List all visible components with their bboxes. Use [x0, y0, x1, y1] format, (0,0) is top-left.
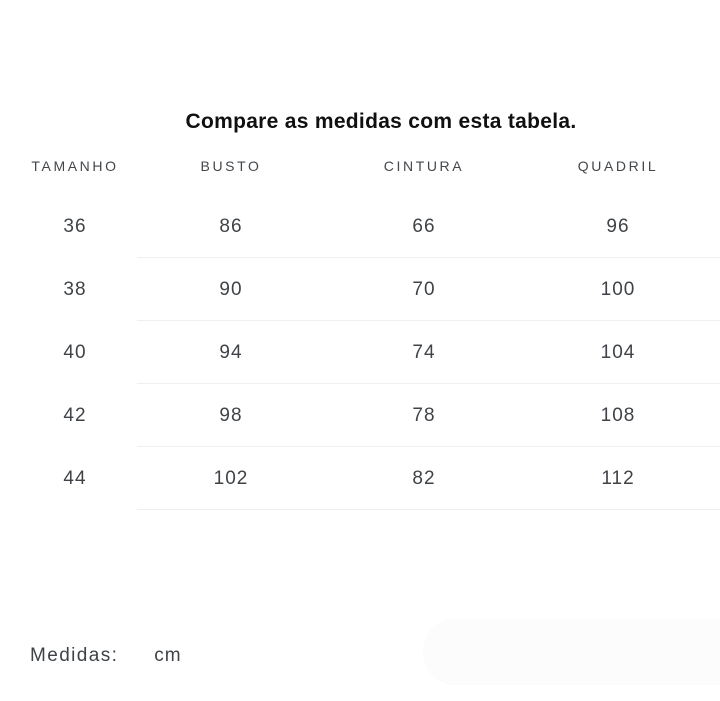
size-chart-header-row: TAMANHO BUSTO CINTURA QUADRIL	[0, 152, 720, 180]
cell-quadril: 104	[600, 341, 636, 363]
cell-tamanho: 38	[63, 278, 87, 300]
table-row: 36 86 66 96	[0, 195, 720, 258]
column-header-cintura: CINTURA	[383, 158, 465, 174]
cell-cintura: 66	[412, 215, 436, 237]
row-divider	[137, 383, 720, 384]
cell-quadril: 108	[600, 404, 636, 426]
cell-tamanho: 42	[63, 404, 87, 426]
cell-tamanho: 36	[63, 215, 87, 237]
cell-quadril: 100	[600, 278, 636, 300]
cell-busto: 98	[219, 404, 243, 426]
cell-busto: 90	[219, 278, 243, 300]
measurements-footer: Medidas: cm	[30, 645, 182, 667]
cell-tamanho: 44	[63, 467, 87, 489]
cell-cintura: 82	[412, 467, 436, 489]
row-divider	[137, 320, 720, 321]
cell-cintura: 78	[412, 404, 436, 426]
size-chart-title: Compare as medidas com esta tabela.	[185, 110, 577, 133]
measurements-unit: cm	[154, 645, 182, 666]
size-chart-rows: 36 86 66 96 38 90 70 100 40 94 74 104 42…	[0, 195, 720, 510]
row-divider	[137, 509, 720, 510]
column-header-busto: BUSTO	[200, 158, 262, 174]
table-row: 42 98 78 108	[0, 384, 720, 447]
cell-busto: 102	[213, 467, 249, 489]
measurements-label: Medidas:	[30, 645, 119, 666]
cell-quadril: 112	[601, 467, 635, 489]
table-row: 40 94 74 104	[0, 321, 720, 384]
cell-quadril: 96	[606, 215, 630, 237]
table-row: 38 90 70 100	[0, 258, 720, 321]
column-header-quadril: QUADRIL	[577, 158, 659, 174]
row-divider	[137, 257, 720, 258]
cell-busto: 94	[219, 341, 243, 363]
cell-cintura: 74	[412, 341, 436, 363]
cell-tamanho: 40	[63, 341, 87, 363]
row-divider	[137, 446, 720, 447]
cell-cintura: 70	[412, 278, 436, 300]
column-header-tamanho: TAMANHO	[31, 158, 119, 174]
faint-pill-panel	[423, 618, 720, 684]
table-row: 44 102 82 112	[0, 447, 720, 510]
cell-busto: 86	[219, 215, 243, 237]
